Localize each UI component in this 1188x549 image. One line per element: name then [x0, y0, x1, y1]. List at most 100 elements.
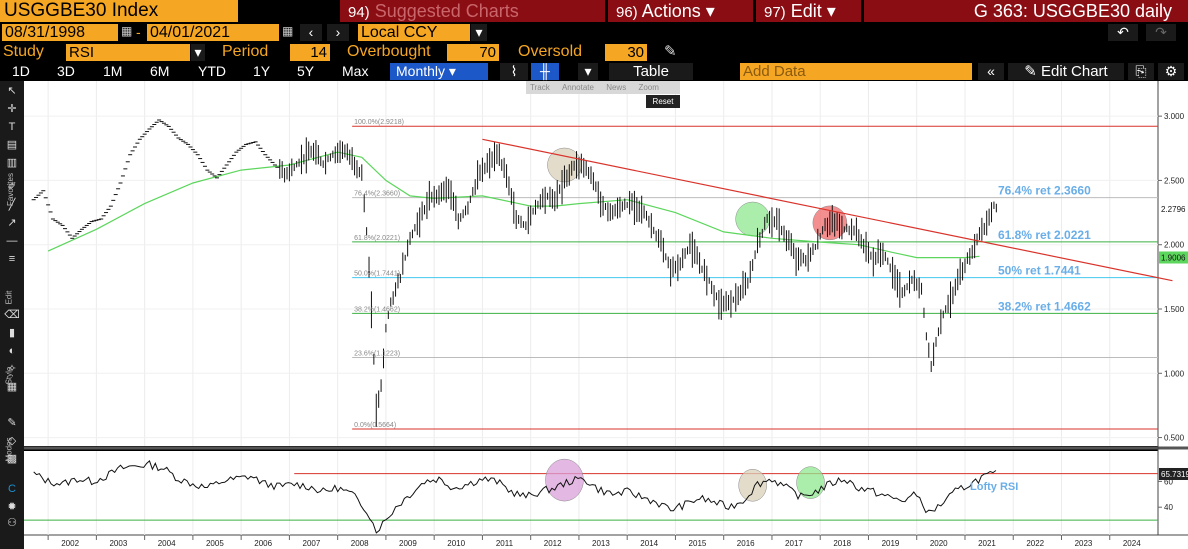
pen-icon[interactable]: ✎ — [7, 417, 17, 429]
highlight-circle — [812, 205, 848, 241]
rsi-tick-label: 40 — [1164, 503, 1173, 512]
pencil-icon[interactable]: ✎ — [664, 43, 677, 60]
period-6m[interactable]: 6M — [150, 63, 170, 79]
reset-button[interactable]: Reset — [646, 95, 680, 108]
fib-level-label: 76.4%(2.3660) — [354, 191, 400, 198]
line-chart-icon[interactable]: ⌇ — [500, 63, 528, 80]
table-button[interactable]: Table — [609, 63, 693, 80]
x-tick-label: 2005 — [206, 539, 224, 548]
undo-icon[interactable]: ↶ — [1108, 24, 1138, 41]
bar-chart-icon[interactable]: ╫ — [531, 63, 559, 80]
x-tick-label: 2015 — [689, 539, 707, 548]
x-tick-label: 2016 — [737, 539, 755, 548]
header-bar: USGGBE30 Index 94) Suggested Charts 96) … — [0, 0, 1188, 22]
period-1d[interactable]: 1D — [12, 63, 30, 79]
end-date-input[interactable]: 04/01/2021 — [147, 24, 279, 41]
style-tab[interactable]: Style — [4, 366, 14, 385]
modes-tab[interactable]: Modes — [4, 437, 14, 462]
period-1y[interactable]: 1Y — [253, 63, 271, 79]
ticker-field[interactable]: USGGBE30 Index — [0, 0, 238, 22]
edit-chart-button[interactable]: ✎ Edit Chart — [1008, 63, 1124, 80]
chart-settings-icon[interactable]: ⎘ — [1128, 63, 1154, 80]
moving-average-line — [47, 151, 980, 259]
eyedrop-icon[interactable]: ✧ — [7, 363, 17, 375]
eraser-icon[interactable]: ⌫ — [4, 309, 20, 321]
fib-level-label: 38.2%(1.4662) — [354, 306, 400, 313]
period-max[interactable]: Max — [342, 63, 369, 79]
chevron-down-icon[interactable]: ▾ — [578, 63, 598, 80]
fib-level-label: 100.0%(2.9218) — [354, 119, 404, 126]
chevron-down-icon[interactable]: ▾ — [471, 24, 487, 41]
x-tick-label: 2008 — [351, 539, 369, 548]
favorites-tab[interactable]: Favorites — [5, 173, 15, 206]
rsi-pane — [24, 451, 1158, 535]
frequency-select[interactable]: Monthly ▾ — [390, 63, 488, 80]
bloomberg-c-icon[interactable]: C — [8, 483, 16, 495]
annotate-item[interactable]: Annotate — [561, 83, 594, 92]
prev-arrow-icon[interactable]: ‹ — [300, 24, 322, 41]
crosshair-icon[interactable]: ✛ — [7, 103, 17, 115]
rsi-tick-label: 60 — [1164, 477, 1173, 486]
candle-icon[interactable]: ▥ — [6, 157, 18, 169]
x-tick-label: 2022 — [1026, 539, 1044, 548]
period-ytd[interactable]: YTD — [198, 63, 226, 79]
edit-tab[interactable]: Edit — [4, 290, 14, 305]
chart-title: G 363: USGGBE30 daily — [864, 0, 1188, 22]
text-icon[interactable]: T — [8, 121, 16, 133]
x-tick-label: 2013 — [592, 539, 610, 548]
x-tick-label: 2010 — [447, 539, 465, 548]
rsi-annotation: Lofty RSI — [970, 481, 1018, 493]
magnet-icon[interactable]: ◐ — [8, 345, 16, 357]
period-1m[interactable]: 1M — [103, 63, 123, 79]
link-icon[interactable]: ⚇ — [7, 517, 17, 529]
cursor-icon[interactable]: ↖ — [7, 85, 17, 97]
period-5y[interactable]: 5Y — [297, 63, 315, 79]
actions-menu[interactable]: 96) Actions ▾ — [608, 0, 753, 22]
menu-label: Suggested Charts — [374, 1, 519, 21]
suggested-charts-menu[interactable]: 94) Suggested Charts — [340, 0, 605, 22]
ruler-icon[interactable]: ▤ — [6, 139, 18, 151]
y-tick-label: 3.000 — [1164, 112, 1185, 121]
arrow-line-icon[interactable]: ↗ — [7, 217, 17, 229]
next-arrow-icon[interactable]: › — [327, 24, 349, 41]
x-tick-label: 2020 — [930, 539, 948, 548]
y-tick-label: 0.500 — [1164, 434, 1185, 443]
chevron-down-icon[interactable]: ▾ — [191, 44, 205, 61]
overbought-input[interactable]: 70 — [447, 44, 499, 61]
left-toolbar: ↖ ✛ T ▤ ▥ ✐ ╱ ↗ — ≡ ⌫ ▮ ◐ ✧ ▦ ✎ ◇ ▩ C ✹ … — [0, 81, 24, 549]
last-rsi-tag: 65.7319 — [1161, 470, 1188, 479]
retracement-annotation: 76.4% ret 2.3660 — [998, 184, 1091, 198]
calendar-icon[interactable]: ▦ — [282, 24, 294, 38]
edit-menu[interactable]: 97) Edit ▾ — [756, 0, 861, 22]
news-item[interactable]: News — [606, 83, 627, 92]
track-item[interactable]: Track — [530, 83, 550, 92]
palette-icon[interactable]: ✹ — [7, 501, 17, 513]
collapse-icon[interactable]: « — [978, 63, 1004, 80]
fib-level-label: 0.0%(0.5664) — [354, 422, 396, 429]
highlight-circle — [547, 147, 582, 183]
fibonacci-icon[interactable]: ≡ — [8, 253, 16, 265]
oversold-label: Oversold — [518, 43, 583, 60]
start-date-input[interactable]: 08/31/1998 — [2, 24, 118, 41]
period-3d[interactable]: 3D — [57, 63, 75, 79]
horizontal-line-icon[interactable]: — — [6, 235, 18, 247]
currency-select[interactable]: Local CCY — [358, 24, 470, 41]
brush-icon[interactable]: ✐ — [7, 181, 17, 193]
oversold-input[interactable]: 30 — [605, 44, 647, 61]
draw-line-icon[interactable]: ╱ — [8, 199, 16, 211]
retracement-annotation: 61.8% ret 2.0221 — [998, 228, 1091, 242]
trash-icon[interactable]: ▮ — [8, 327, 16, 339]
study-select[interactable]: RSI — [66, 44, 190, 61]
add-data-input[interactable]: Add Data — [740, 63, 972, 80]
redo-icon[interactable]: ↷ — [1146, 24, 1176, 41]
gear-icon[interactable]: ⚙ — [1158, 63, 1184, 80]
period-input[interactable]: 14 — [290, 44, 330, 61]
ma-value-tag-box — [1159, 251, 1188, 264]
fib-level-label: 23.6%(1.1223) — [354, 351, 400, 358]
calendar-icon[interactable]: ▦ — [121, 24, 133, 38]
grid-icon[interactable]: ▩ — [6, 453, 18, 465]
shapes-icon[interactable]: ◇ — [7, 435, 17, 447]
layout-icon[interactable]: ▦ — [6, 381, 18, 393]
zoom-item[interactable]: Zoom — [638, 83, 659, 92]
trend-line — [482, 138, 1173, 282]
